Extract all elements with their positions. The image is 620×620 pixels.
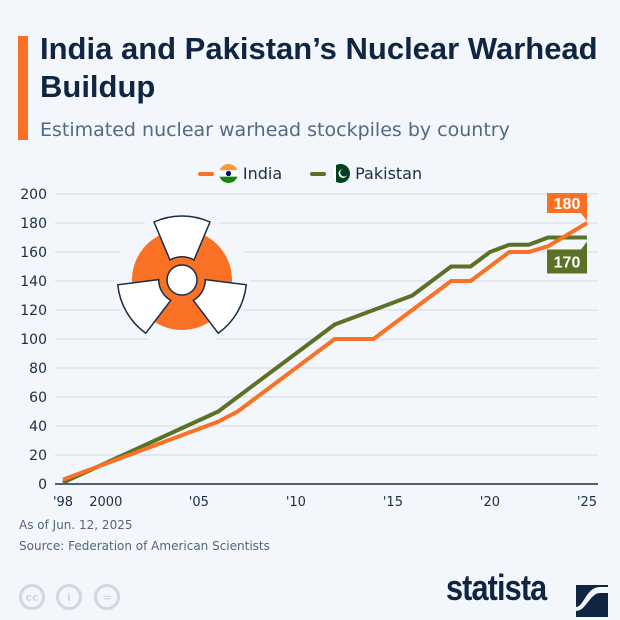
- india-flag-icon: [218, 164, 238, 183]
- by-icon[interactable]: i: [56, 584, 82, 610]
- legend-label-india: India: [242, 164, 283, 183]
- legend: India Pakistan: [0, 164, 620, 183]
- statista-logo[interactable]: statista: [446, 567, 547, 608]
- x-tick-label: '05: [189, 495, 209, 510]
- y-tick-label: 180: [20, 216, 47, 232]
- statista-logo-mark-icon: [576, 585, 608, 617]
- legend-item-pakistan: Pakistan: [310, 164, 422, 183]
- x-tick-label: '20: [480, 495, 500, 510]
- chart-subtitle: Estimated nuclear warhead stockpiles by …: [40, 119, 510, 141]
- y-tick-label: 160: [20, 245, 47, 261]
- y-tick-label: 20: [29, 448, 47, 464]
- date-note: As of Jun. 12, 2025: [19, 518, 133, 532]
- legend-label-pakistan: Pakistan: [355, 164, 423, 183]
- y-tick-label: 140: [20, 274, 47, 290]
- y-tick-label: 40: [29, 419, 47, 435]
- india-swatch: [197, 171, 214, 176]
- x-tick-label: '10: [286, 495, 306, 510]
- y-tick-label: 100: [20, 332, 47, 348]
- x-tick-label: '15: [383, 495, 403, 510]
- title-accent-bar: [18, 36, 28, 140]
- y-tick-label: 80: [29, 361, 47, 377]
- y-tick-label: 60: [29, 390, 47, 406]
- y-tick-label: 120: [20, 303, 47, 319]
- india-end-label: 180: [554, 196, 581, 213]
- pakistan-end-label-box: [547, 241, 587, 274]
- radiation-icon: [114, 212, 250, 348]
- cc-icon[interactable]: cc: [19, 584, 45, 610]
- x-tick-label: '98: [53, 495, 73, 510]
- nd-icon[interactable]: =: [94, 584, 120, 610]
- y-tick-label: 200: [20, 187, 47, 203]
- pakistan-flag-icon: [331, 164, 351, 183]
- x-tick-label: 2000: [89, 495, 122, 510]
- india-end-label-box: [547, 193, 587, 221]
- pakistan-swatch: [310, 171, 327, 176]
- source-note: Source: Federation of American Scientist…: [19, 539, 270, 553]
- chart-title: India and Pakistan’s Nuclear Warhead Bui…: [40, 31, 598, 104]
- x-tick-label: '25: [577, 495, 597, 510]
- line-chart: 0 20 40 60 80 100 120 140 160 180 200 '98 2000 '05 '10…: [20, 187, 598, 510]
- y-tick-label: 0: [38, 477, 47, 493]
- pakistan-end-label: 170: [554, 255, 581, 272]
- legend-item-india: India: [197, 164, 283, 183]
